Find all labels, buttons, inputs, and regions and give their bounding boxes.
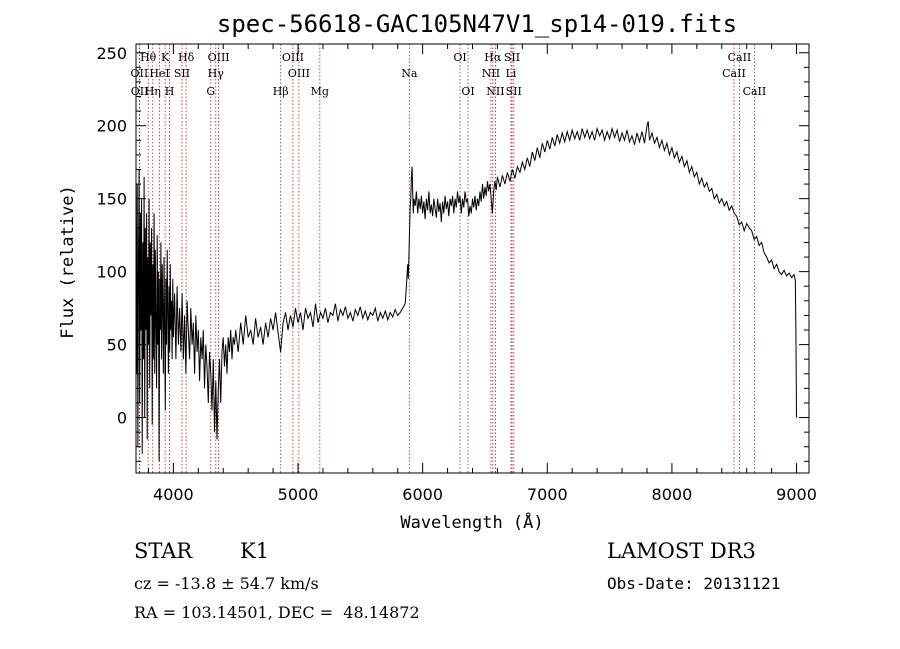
line-label: G: [206, 85, 215, 98]
x-tick-label: 9000: [776, 485, 817, 504]
x-tick-label: 5000: [278, 485, 319, 504]
line-label: Hα: [484, 51, 502, 64]
x-tick-label: 4000: [153, 485, 194, 504]
redshift-velocity: cz = -13.8 ± 54.7 km/s: [134, 574, 319, 593]
line-label: CaII: [722, 67, 746, 80]
line-label: SII: [506, 85, 522, 98]
object-class: STAR: [134, 539, 193, 563]
ra-dec-coordinates: RA = 103.14501, DEC = 48.14872: [134, 603, 420, 622]
line-label: Mg: [311, 85, 329, 98]
line-label: OII: [131, 67, 149, 80]
x-tick-label: 8000: [652, 485, 693, 504]
survey-name: LAMOST DR3: [607, 539, 756, 563]
x-axis-title: Wavelength (Å): [400, 511, 543, 533]
line-label: OIII: [208, 51, 230, 64]
line-label: H: [165, 85, 175, 98]
plot-frame: [135, 43, 810, 474]
object-subclass: K1: [240, 539, 270, 563]
line-label: Hβ: [273, 85, 289, 98]
y-tick-label: 50: [107, 336, 127, 355]
line-label: SII: [504, 51, 520, 64]
line-label: Hθ: [140, 51, 157, 64]
y-tick-label: 0: [117, 409, 127, 428]
observation-date: Obs-Date: 20131121: [607, 574, 781, 593]
x-tick-label: 7000: [527, 485, 568, 504]
line-label: Hη: [145, 85, 161, 98]
y-tick-label: 200: [96, 117, 127, 136]
y-axis-ticks: 0 50 100 150 200 250: [96, 44, 809, 462]
line-label: OI: [461, 85, 474, 98]
line-label: Li: [505, 67, 516, 80]
line-label: OII: [131, 85, 149, 98]
emission-line-markers: [138, 44, 755, 473]
x-tick-label: 6000: [402, 485, 443, 504]
line-label: CaII: [743, 85, 767, 98]
spectrum-series-line: [135, 121, 797, 462]
y-axis-title: Flux (relative): [58, 185, 78, 339]
line-label: OIII: [282, 51, 304, 64]
line-label: NII: [482, 67, 500, 80]
x-axis-ticks: 4000 5000 6000 7000 8000 9000: [147, 44, 817, 504]
y-tick-label: 150: [96, 190, 127, 209]
line-label: HeI: [149, 67, 169, 80]
line-label: OIII: [288, 67, 310, 80]
line-label: Na: [401, 67, 418, 80]
line-label: Hγ: [208, 67, 225, 80]
line-label: OI: [453, 51, 466, 64]
line-label: CaII: [728, 51, 752, 64]
chart-title: spec-56618-GAC105N47V1_sp14-019.fits: [217, 10, 737, 38]
line-label: K: [161, 51, 170, 64]
y-tick-label: 100: [96, 263, 127, 282]
line-label: NII: [486, 85, 504, 98]
y-tick-label: 250: [96, 44, 127, 63]
line-label: Hδ: [178, 51, 195, 64]
line-label: SII: [174, 67, 190, 80]
